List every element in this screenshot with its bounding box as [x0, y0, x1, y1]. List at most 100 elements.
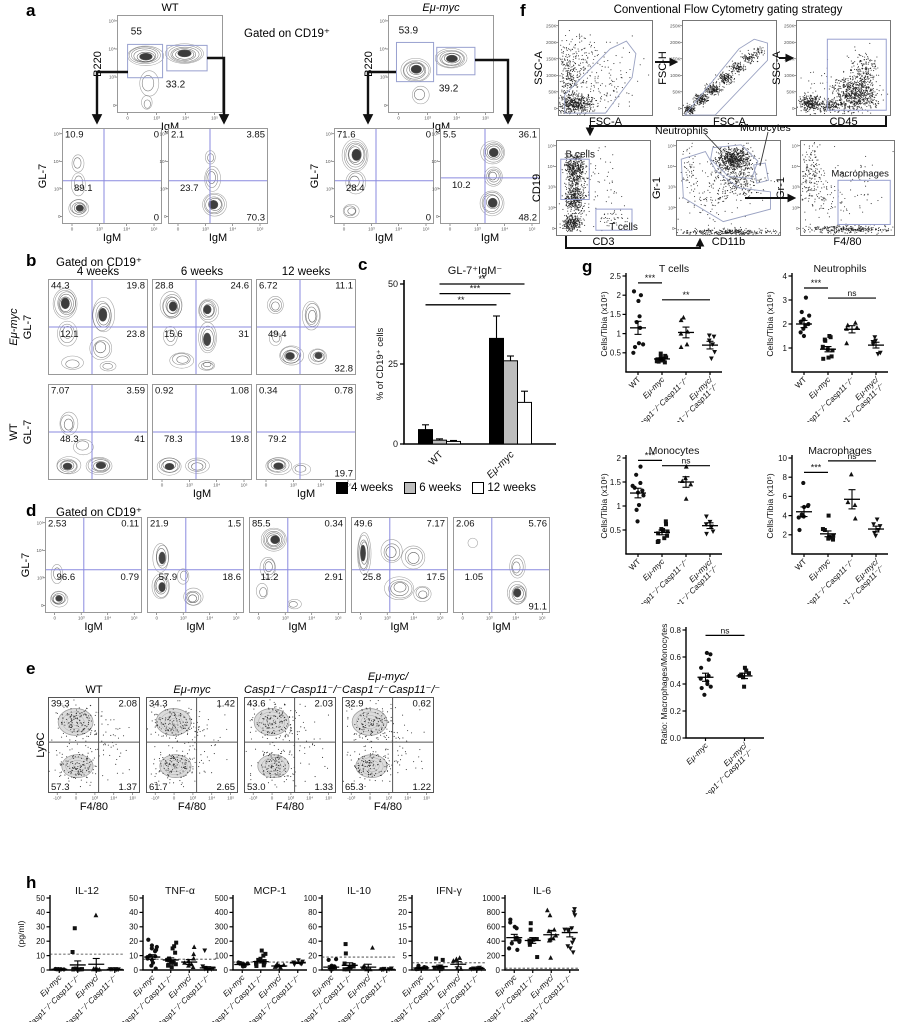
- y-axis-label: Cells/Tibia (x10⁵): [599, 291, 609, 356]
- y-axis-label: B220: [92, 51, 104, 77]
- panel-e-label: e: [26, 659, 36, 678]
- svg-text:10³: 10³: [288, 796, 295, 801]
- quadrant-value: 57.3: [51, 782, 70, 793]
- y-tick-label: 2.5: [610, 272, 622, 281]
- gate: [127, 43, 164, 79]
- flow-plot-svg: 250K 200K 150K 100K 50K 0: [546, 20, 653, 116]
- flow-plot-a-wt-gl7-right: 10⁵ 10⁴ 10³ 0 2.1 3.85 23.7 70.3 0 10³ 10⁴ 10⁵ IgM: [156, 128, 268, 245]
- quadrant-value: 23.7: [180, 183, 199, 194]
- dot-cloud: [676, 142, 781, 236]
- panel-c-label: c: [358, 255, 368, 274]
- svg-text:-10³: -10³: [53, 796, 62, 801]
- quadrant-value: 28.4: [346, 183, 365, 194]
- legend-swatch-12-weeks: [472, 482, 485, 494]
- quadrant-value: 24.6: [231, 281, 250, 292]
- gate: [595, 208, 633, 231]
- quadrant-value: 2.65: [217, 782, 236, 793]
- quadrant-value: 0: [426, 130, 431, 141]
- gated-on-cd19-b: Gated on CD19⁺: [56, 257, 142, 269]
- y-tick-label: 400: [215, 908, 229, 917]
- y-tick-label: 0: [134, 966, 139, 975]
- row-label-wt: WT: [8, 423, 20, 441]
- quadrant-value: 0: [154, 130, 159, 141]
- bar: [489, 337, 504, 445]
- sig-label: ***: [645, 273, 656, 283]
- svg-text:10³: 10³: [290, 483, 297, 488]
- y-tick-label: 40: [36, 908, 45, 917]
- y-tick-label: 50: [129, 894, 138, 903]
- quadrant-value: 48.2: [519, 213, 538, 224]
- svg-text:10⁵: 10⁵: [131, 616, 138, 621]
- dot-cloud: [146, 700, 228, 788]
- y-tick-label: 2: [783, 320, 788, 329]
- bar: [517, 401, 532, 445]
- svg-text:10³: 10³: [190, 796, 197, 801]
- svg-text:10⁴: 10⁴: [432, 159, 439, 164]
- quadrant-value: 78.3: [164, 434, 183, 445]
- svg-text:10⁴: 10⁴: [326, 159, 333, 164]
- x-axis-label: CD11b: [711, 236, 746, 248]
- quadrant-value: 19.7: [335, 469, 354, 480]
- y-tick-label: 80: [308, 908, 317, 917]
- scatter-svg: TNF-α01020304050Eμ-mycCasp1⁻/⁻Casp11⁻/⁻E…: [121, 885, 217, 1022]
- y-tick-label: 5: [403, 951, 408, 960]
- svg-text:0: 0: [164, 214, 167, 219]
- flow-plot-svg: 44.3 19.8 12.1 23.8: [48, 279, 148, 375]
- x-axis-label: IgM: [492, 621, 511, 633]
- svg-text:10⁴: 10⁴: [208, 796, 215, 801]
- y-tick-label: 600: [487, 923, 501, 932]
- quadrant-value: 49.4: [268, 329, 287, 340]
- gate-label: Macrophages: [831, 168, 889, 179]
- sig-label: **: [457, 295, 465, 305]
- y-axis-label: Gr-1: [651, 177, 663, 199]
- x-axis-label: IgM: [102, 232, 122, 244]
- quadrant-value: 39.3: [51, 699, 70, 710]
- legend-swatch-6-weeks: [404, 482, 417, 494]
- quadrant-value: 3.85: [247, 130, 266, 141]
- quadrant-value: 1.42: [217, 699, 236, 710]
- data-points: [871, 517, 883, 539]
- flow-plot-svg: 34.3 1.42 61.7 2.65 -10³ 0 10³ 10⁴ 10⁵: [146, 697, 238, 801]
- flow-plot-svg: 10⁵ 10⁴ 10³ 0 5.5 36.1 10.2 48.2 0 10³ 10⁴ 10⁵: [432, 128, 540, 232]
- y-tick-label: 20: [129, 937, 138, 946]
- dot-cloud: [800, 141, 894, 235]
- flow-plot-b-wt-12w: 0.34 0.78 79.2 19.7 0 10³ 10⁴ 10⁵ IgM: [256, 384, 356, 501]
- y-tick-label: 20: [308, 951, 317, 960]
- y-axis-label-2: (pg/ml): [16, 920, 26, 947]
- plot-title: Casp1⁻/⁻Casp11⁻/⁻: [244, 684, 343, 696]
- contour-blobs: [151, 543, 204, 606]
- svg-text:10⁵: 10⁵: [233, 616, 240, 621]
- quadrant-value: 1.5: [228, 519, 241, 530]
- flow-plot-svg: 10⁵ 10⁴ 10³ 0 10.9 0 89.1 0 0 10³ 10⁴ 10⁵: [54, 128, 162, 232]
- y-tick-label: 2: [783, 531, 788, 540]
- gate: [560, 158, 590, 201]
- quadrant-value: 11.1: [335, 281, 353, 292]
- flow-plot-b-emyc-4w: 44.3 19.8 12.1 23.8: [48, 279, 148, 375]
- scatter-neutrophils: Neutrophils 1 2 3 4 Cells/Tibia (x10⁶) WT Eμ-my…: [762, 262, 898, 422]
- quadrant-value: 44.3: [51, 281, 70, 292]
- svg-text:10⁵: 10⁵: [241, 483, 248, 488]
- x-axis-label: IgM: [208, 232, 228, 244]
- svg-text:10⁵: 10⁵: [529, 227, 536, 232]
- svg-text:10³: 10³: [474, 227, 481, 232]
- y-axis-label: Cells/Tibia (x10⁶): [765, 291, 775, 356]
- data-points: [165, 940, 179, 970]
- contour-blobs: [467, 537, 528, 605]
- y-axis-label: B220: [363, 51, 375, 77]
- y-tick-label: 30: [129, 923, 138, 932]
- svg-text:0: 0: [397, 116, 400, 121]
- scatter-svg: IL-10020406080100Eμ-mycCasp1⁻/⁻Casp11⁻/⁻…: [300, 885, 396, 1022]
- y-tick-label: 1: [617, 502, 622, 511]
- quadrant-value: 0.34: [325, 519, 344, 530]
- svg-text:0: 0: [155, 616, 158, 621]
- quadrant-value: 2.1: [171, 130, 184, 141]
- chart-title: Neutrophils: [813, 263, 866, 275]
- svg-text:10⁵: 10⁵: [151, 227, 158, 232]
- flow-plot-svg: 39.3 2.08 57.3 1.37 -10³ 0 10³ 10⁴ 10⁵: [48, 697, 140, 801]
- svg-text:10⁵: 10⁵: [54, 131, 61, 136]
- y-axis-label: GL-7: [37, 163, 49, 189]
- svg-text:10⁴: 10⁴: [182, 116, 189, 121]
- contour-blobs: [400, 48, 468, 105]
